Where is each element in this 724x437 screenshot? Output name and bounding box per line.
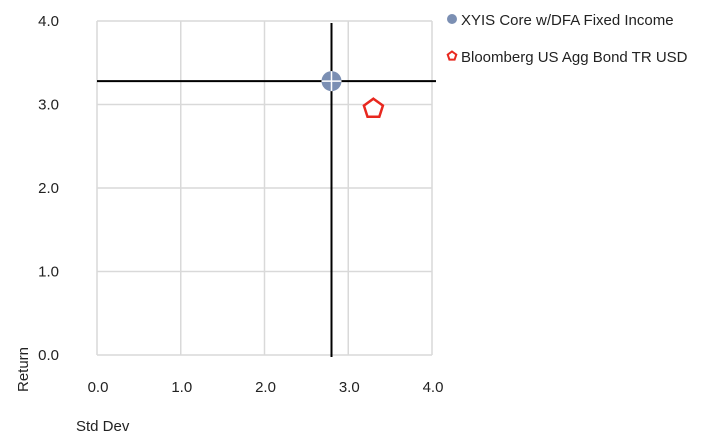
crosshair bbox=[97, 23, 436, 357]
tick-labels: 0.0 1.0 2.0 3.0 4.0 0.0 1.0 2.0 3.0 4.0 bbox=[38, 13, 443, 396]
x-tick-label: 4.0 bbox=[423, 379, 444, 396]
y-axis-title: Return bbox=[15, 347, 32, 392]
y-tick-label: 3.0 bbox=[38, 97, 59, 114]
data-point-0 bbox=[321, 71, 342, 92]
y-tick-label: 0.0 bbox=[38, 347, 59, 364]
legend-label-1: Bloomberg US Agg Bond TR USD bbox=[461, 49, 688, 66]
legend: XYIS Core w/DFA Fixed Income Bloomberg U… bbox=[446, 12, 688, 66]
legend-item-1: Bloomberg US Agg Bond TR USD bbox=[446, 49, 688, 66]
data-points bbox=[321, 71, 385, 119]
y-tick-label: 1.0 bbox=[38, 264, 59, 281]
x-tick-label: 2.0 bbox=[255, 379, 276, 396]
grid-lines bbox=[96, 20, 433, 356]
x-tick-label: 0.0 bbox=[88, 379, 109, 396]
x-tick-label: 3.0 bbox=[339, 379, 360, 396]
legend-label-0: XYIS Core w/DFA Fixed Income bbox=[461, 12, 674, 29]
data-point-1 bbox=[362, 97, 385, 119]
legend-marker-pentagon bbox=[446, 50, 458, 61]
x-tick-label: 1.0 bbox=[171, 379, 192, 396]
x-axis-title: Std Dev bbox=[76, 418, 130, 435]
y-tick-label: 2.0 bbox=[38, 180, 59, 197]
y-tick-label: 4.0 bbox=[38, 13, 59, 30]
legend-item-0: XYIS Core w/DFA Fixed Income bbox=[447, 12, 674, 29]
legend-marker-circle bbox=[447, 14, 457, 24]
